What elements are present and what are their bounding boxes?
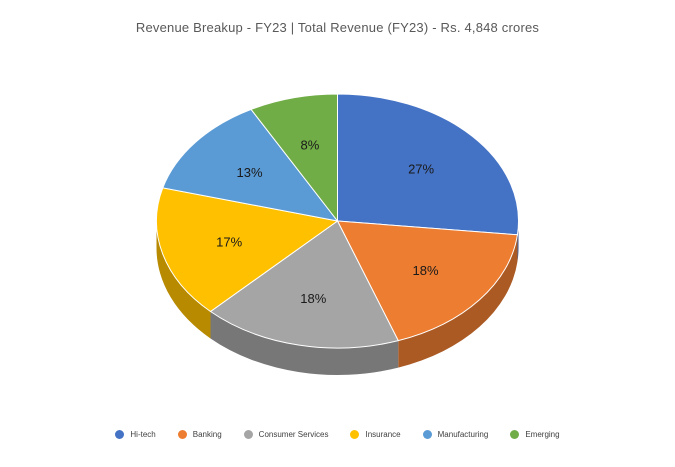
legend-item-consumer-services: Consumer Services [243, 430, 329, 439]
legend-item-hi-tech: Hi-tech [115, 430, 156, 439]
pie-slice-hi-tech [337, 93, 519, 236]
data-label-hi-tech: 27% [408, 161, 434, 176]
chart-title: Revenue Breakup - FY23 | Total Revenue (… [135, 20, 540, 35]
pie-slice-insurance [156, 187, 339, 313]
data-label-emerging: 8% [301, 138, 320, 153]
legend-label: Hi-tech [130, 430, 156, 439]
pie-slice-banking [336, 220, 519, 342]
legend-swatch [177, 430, 187, 439]
legend-label: Banking [192, 430, 222, 439]
legend-swatch [350, 430, 360, 439]
data-label-consumer-services: 18% [300, 291, 326, 306]
data-label-banking: 18% [412, 263, 438, 278]
legend-swatch [422, 430, 432, 439]
legend-label: Manufacturing [437, 430, 489, 439]
legend-label: Emerging [525, 430, 560, 439]
pie-side-consumer-services [210, 311, 399, 375]
pie-slice-consumer-services [209, 220, 399, 349]
legend-swatch [510, 430, 520, 439]
legend-item-insurance: Insurance [350, 430, 401, 439]
data-label-insurance: 17% [216, 235, 242, 250]
legend-swatch [115, 430, 125, 439]
legend-label: Insurance [365, 430, 401, 439]
data-label-manufacturing: 13% [236, 165, 262, 180]
pie-slice-manufacturing [162, 108, 339, 222]
legend-item-manufacturing: Manufacturing [422, 430, 489, 439]
legend-label: Consumer Services [258, 430, 329, 439]
legend-swatch [243, 430, 253, 439]
legend-item-emerging: Emerging [510, 430, 560, 439]
legend-item-banking: Banking [177, 430, 222, 439]
pie-slice-emerging [250, 93, 338, 223]
pie-slices [156, 93, 519, 349]
pie-side-banking [398, 234, 518, 368]
legend: Hi-tech Banking Consumer Services Insurance… [0, 430, 675, 439]
pie-labels: 27% 18% 18% 17% 13% 8% [216, 138, 439, 306]
pie-side-insurance [156, 221, 211, 339]
